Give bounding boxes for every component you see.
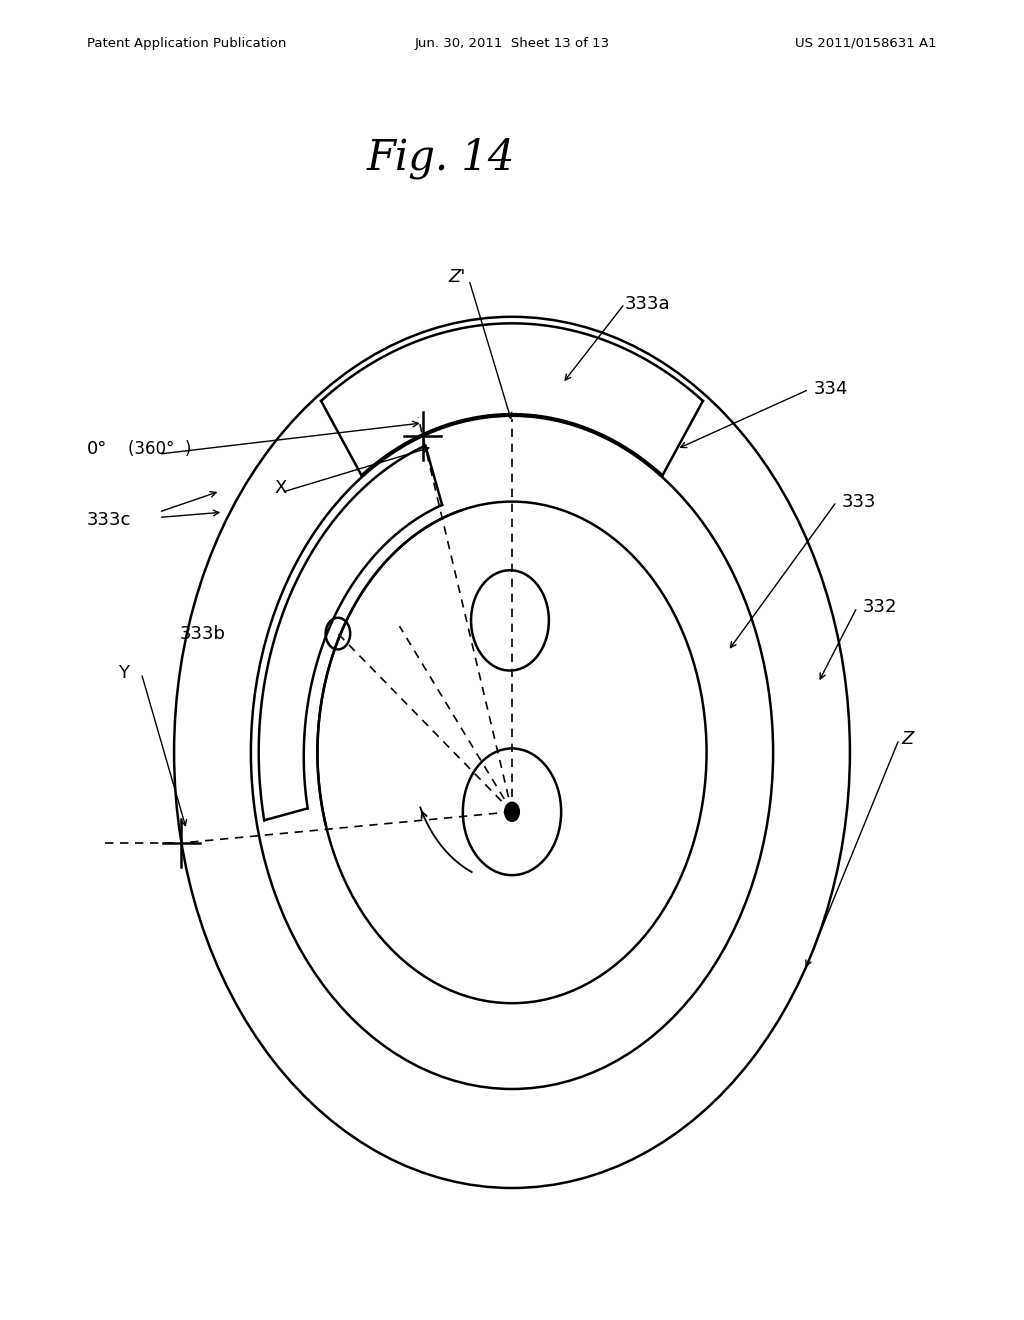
Text: Jun. 30, 2011  Sheet 13 of 13: Jun. 30, 2011 Sheet 13 of 13 [415, 37, 609, 50]
Text: Z: Z [901, 730, 913, 748]
Text: 333: 333 [842, 492, 877, 511]
Text: 333c: 333c [87, 511, 131, 529]
Text: Fig. 14: Fig. 14 [367, 137, 514, 180]
Text: 0°: 0° [87, 440, 108, 458]
Text: US 2011/0158631 A1: US 2011/0158631 A1 [796, 37, 937, 50]
Text: 333b: 333b [179, 624, 225, 643]
Text: 332: 332 [862, 598, 897, 616]
Text: (360°  ): (360° ) [128, 440, 191, 458]
Text: X: X [274, 479, 287, 498]
Text: Z': Z' [449, 268, 466, 286]
Text: Y: Y [118, 664, 129, 682]
Text: 334: 334 [814, 380, 849, 399]
Circle shape [505, 803, 519, 821]
Text: Patent Application Publication: Patent Application Publication [87, 37, 287, 50]
Text: 333a: 333a [625, 294, 671, 313]
